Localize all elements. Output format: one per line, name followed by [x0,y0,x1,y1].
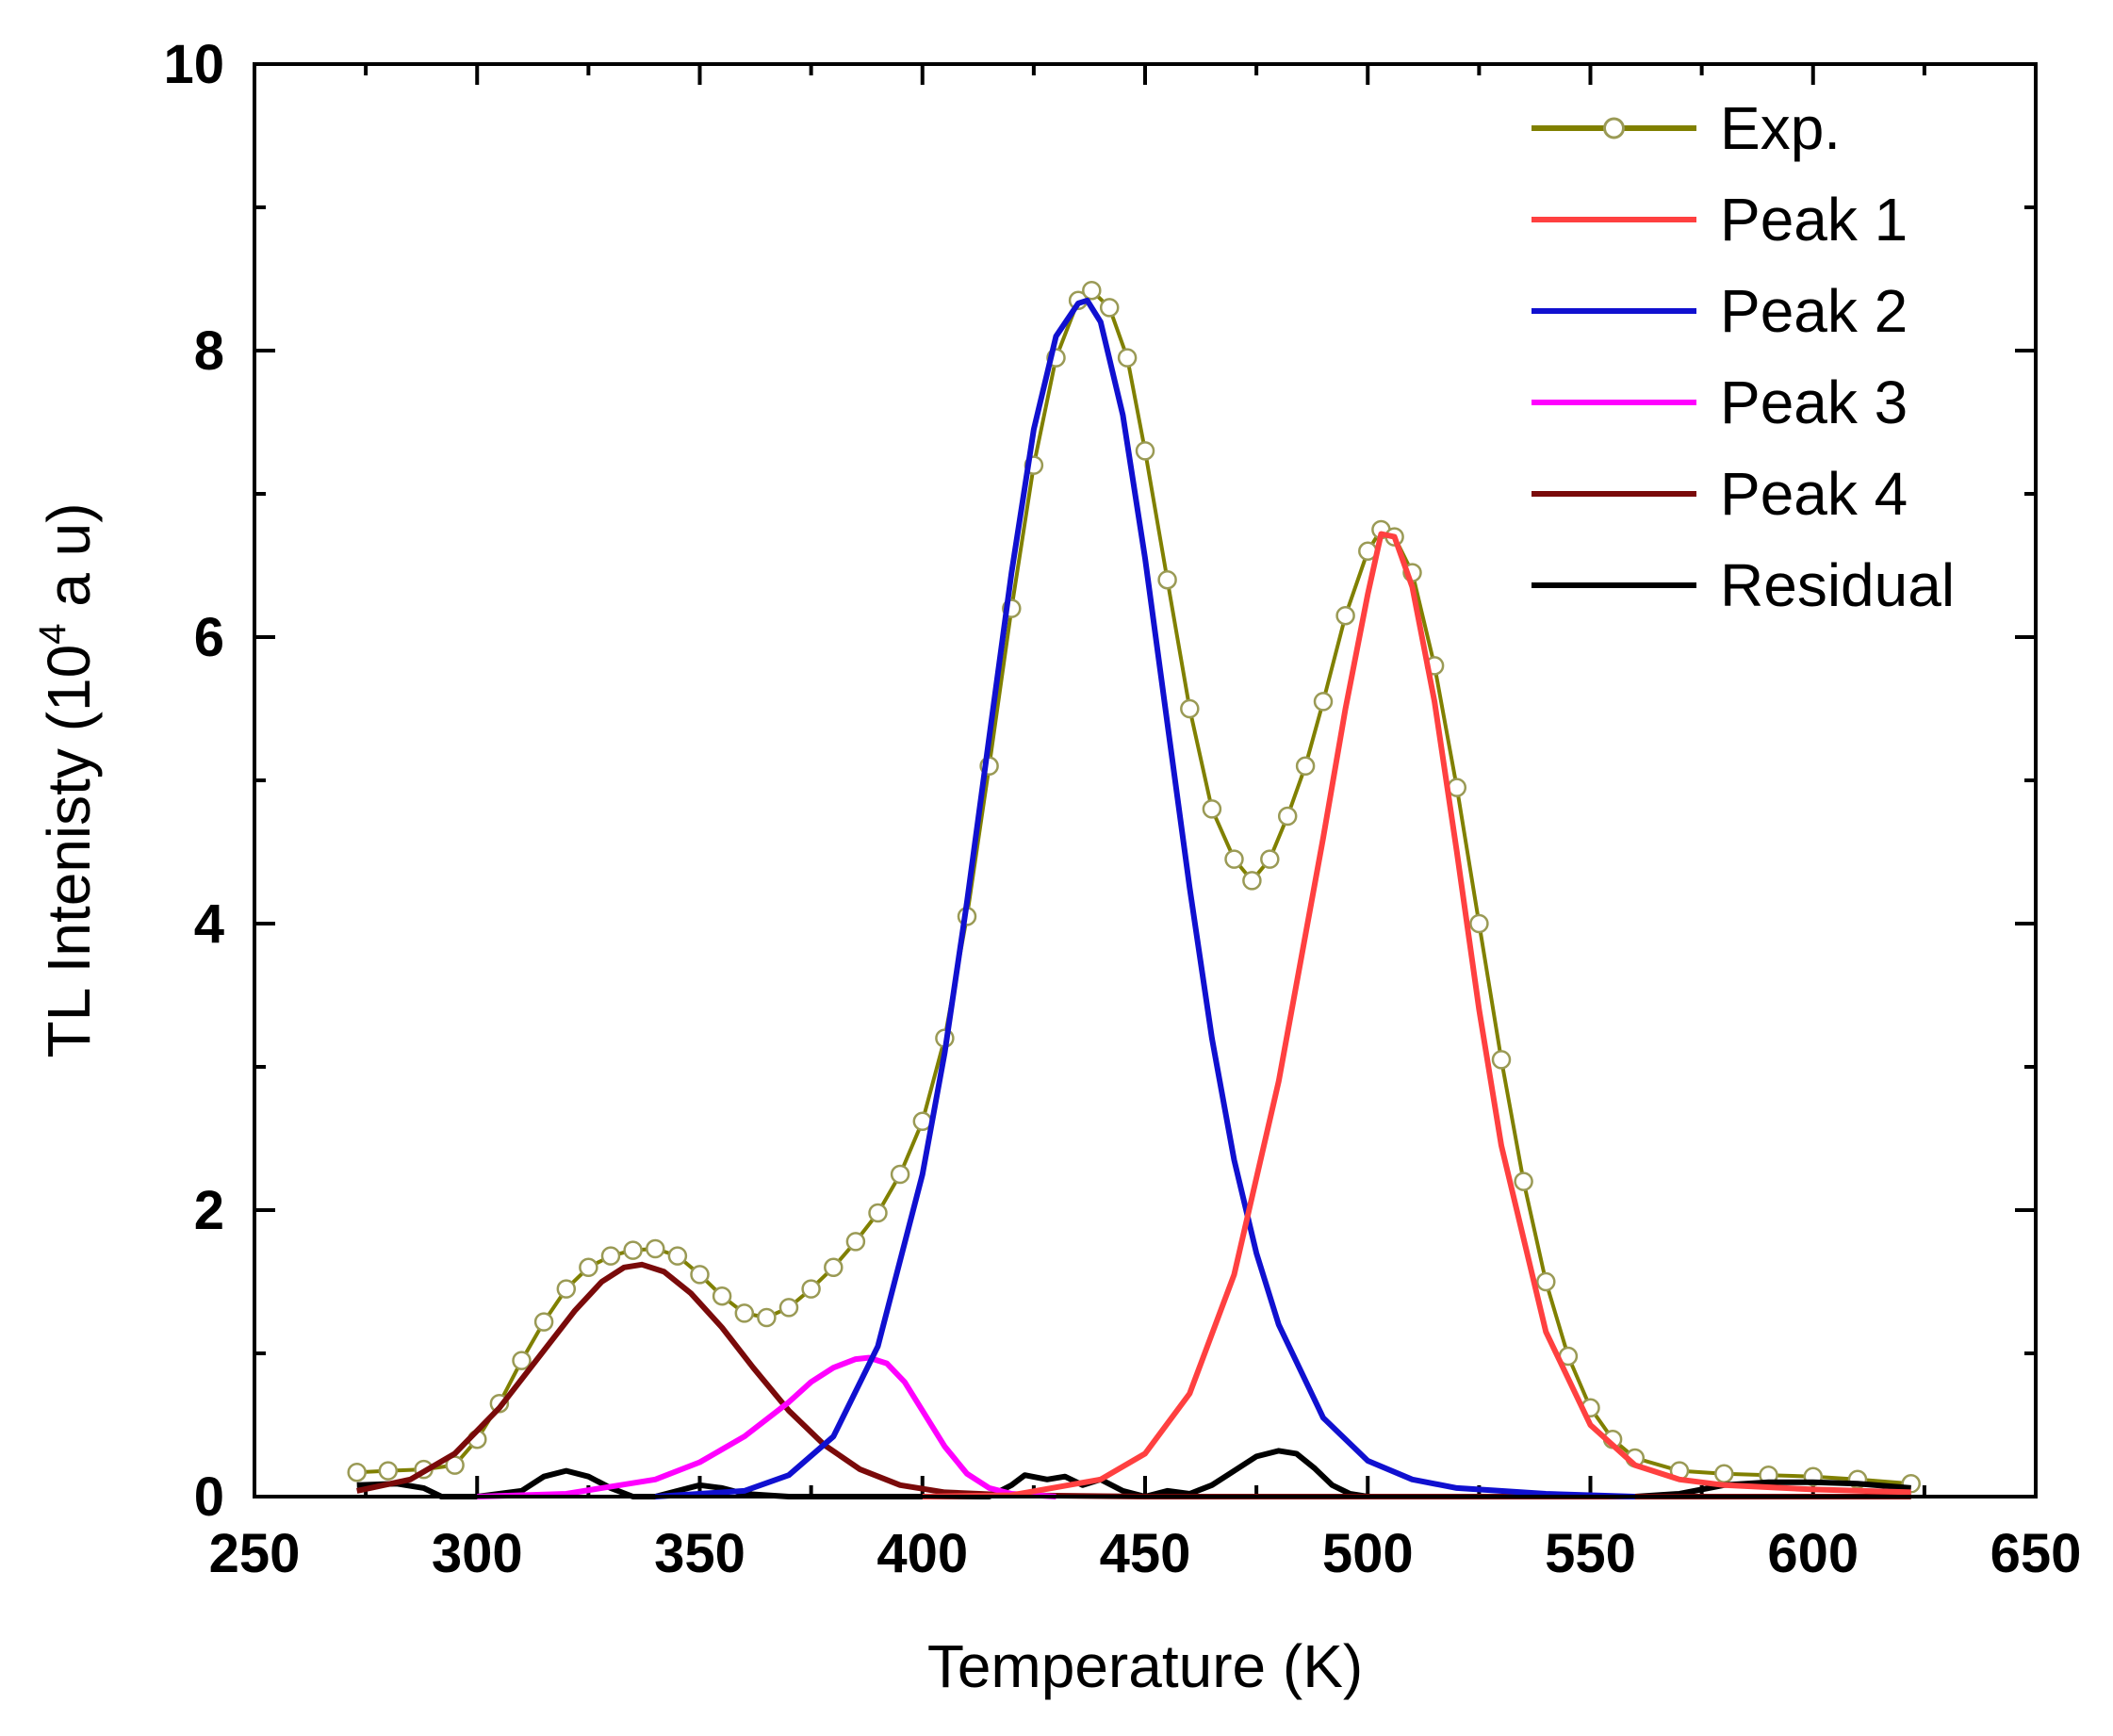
exp-data-point [1180,698,1200,719]
exp-data-point [1224,849,1244,869]
y-axis-title-exponent: 4 [32,624,74,645]
y-tick-label: 4 [194,893,224,955]
exp-data-point [1514,1171,1533,1191]
x-tick-label: 400 [876,1523,968,1584]
y-axis-title-suffix: a u) [35,502,103,623]
exp-data-point [1135,441,1155,461]
legend-label-residual: Residual [1720,551,1955,619]
x-tick-label: 450 [1100,1523,1191,1584]
tick-labels: 250 300 350 400 450 500 550 600 650 0 2 4 6 8 10 [163,34,2081,1584]
exp-data-point [579,1257,598,1278]
exp-data-point [556,1279,577,1299]
exp-data-point [1099,298,1120,318]
y-axis-title: TL Intenisty (104 a u) [32,502,103,1057]
y-axis-title-prefix: TL Intenisty (10 [35,645,103,1058]
exp-data-point [778,1298,799,1318]
exp-data-point [1157,569,1177,590]
exp-data-point [1491,1050,1512,1070]
legend-label-peak-4: Peak 4 [1720,460,1908,528]
exp-data-point [1295,756,1316,777]
legend: Exp. Peak 1 Peak 2 Peak 3 Peak 4 Residual [1532,94,1955,619]
exp-data-point [1277,806,1298,827]
exp-data-point [1714,1464,1734,1483]
exp-data-point [734,1303,755,1323]
series-line-peak-3 [477,1354,1056,1499]
y-tick-label: 6 [194,607,224,668]
exp-data-point [600,1246,621,1266]
legend-label-peak-3: Peak 3 [1720,368,1908,436]
exp-data-point [1536,1271,1556,1292]
exp-data-point [757,1307,777,1328]
exp-data-point [1242,871,1262,891]
exp-data-point [1117,348,1138,368]
exp-data-point [1313,692,1334,712]
exp-data-point [801,1279,821,1299]
legend-marker-exp [1603,117,1625,139]
exp-data-point [512,1351,532,1370]
series-line-peak-2 [655,297,1635,1499]
exp-data-point [667,1246,688,1266]
x-axis-title: Temperature (K) [927,1632,1363,1700]
exp-data-point [623,1240,643,1260]
x-tick-label: 250 [209,1523,301,1584]
exp-data-point [347,1462,367,1482]
exp-data-point [1260,849,1280,869]
plot-frame [253,62,2038,1499]
exp-data-point [868,1203,888,1223]
x-tick-label: 600 [1767,1523,1859,1584]
exp-data-point [1202,799,1222,819]
exp-data-point [646,1238,665,1259]
exp-data-point [824,1257,844,1278]
exp-data-point [1469,913,1489,934]
exp-data-point [533,1312,554,1332]
x-tick-label: 550 [1545,1523,1636,1584]
exp-data-point [890,1164,910,1185]
series-line-peak-1 [922,531,1911,1499]
legend-label-peak-2: Peak 2 [1720,277,1908,345]
exp-data-point [690,1265,710,1285]
x-tick-label: 350 [654,1523,745,1584]
exp-data-point [1335,605,1355,626]
x-tick-label: 500 [1322,1523,1414,1584]
y-tick-label: 2 [194,1180,224,1241]
y-tick-label: 0 [194,1466,224,1528]
x-tick-label: 650 [1990,1523,2082,1584]
exp-data-point [845,1232,866,1252]
exp-data-point [378,1461,399,1481]
exp-data-point [1082,280,1102,301]
y-tick-label: 10 [163,34,224,95]
legend-label-peak-1: Peak 1 [1720,186,1908,254]
y-tick-label: 8 [194,320,224,382]
x-tick-label: 300 [432,1523,523,1584]
exp-data-point [712,1286,732,1306]
legend-label-exp: Exp. [1720,94,1841,162]
